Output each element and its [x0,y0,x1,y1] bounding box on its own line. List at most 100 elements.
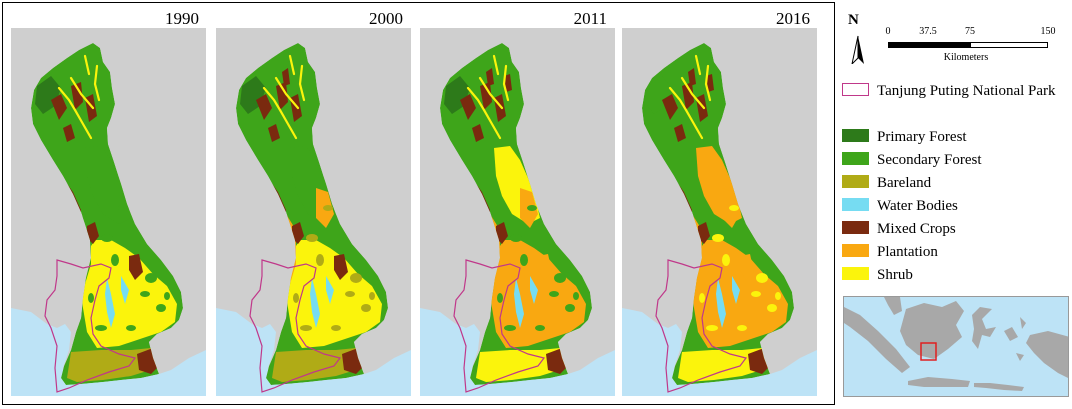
region-lower-2016 [692,240,788,348]
scale-segment-1 [888,42,930,48]
legend-swatch-water-bodies [842,198,869,211]
legend-swatch-secondary-forest [842,152,869,165]
inset-java [908,377,970,387]
north-arrow [844,14,872,66]
map-frame: 1990 2000 2011 2016 [2,2,835,405]
patch-1990-8 [88,293,94,303]
legend-swatch-shrub [842,267,869,280]
legend-item-bareland: Bareland [842,172,931,194]
mixed-crops-nw-2000-3 [268,124,280,142]
region-south-1990 [67,348,157,382]
mixed-crops-nw-2000-4 [282,68,290,86]
inset-sulawesi [972,307,996,349]
legend-label-primary-forest: Primary Forest [877,129,967,145]
inset-malaysia [884,297,902,315]
scale-segment-3 [970,42,1048,48]
legend-swatch-mixed-crops [842,221,869,234]
year-label-1990: 1990 [165,9,199,28]
patch-2011-5 [535,325,545,331]
patch-2011-1 [510,234,522,242]
scale-tick-150: 150 [1040,26,1056,37]
patch-2016-7 [751,291,761,297]
sea-1990 [11,308,206,396]
location-inset-map [843,296,1069,397]
patch-2016-6 [722,254,730,266]
patch-2011-0 [527,205,537,211]
legend-swatch-bareland [842,175,869,188]
water-2000 [310,276,334,328]
patch-1990-0 [118,205,128,211]
patch-2011-6 [520,254,528,266]
map-2000 [216,28,411,396]
scale-bar: 0 37.5 75 150 Kilometers [886,26,1066,76]
patch-2016-2 [756,273,768,283]
mixed-crops-nw-2011-1 [480,82,492,110]
landcover-2000 [236,43,388,385]
patch-1990-2 [145,273,157,283]
legend-item-shrub: Shrub [842,264,913,286]
inset-study-area-box [920,342,937,361]
legend-item-secondary-forest: Secondary Forest [842,149,982,171]
landcover-2016 [642,43,794,385]
patch-2000-0 [323,205,333,211]
map-2011 [420,28,615,396]
map-1990 [11,28,206,396]
mixed-crops-a-2000 [292,222,304,244]
stream-2011 [466,54,510,140]
patch-2011-2 [554,273,566,283]
patch-1990-7 [140,291,150,297]
patch-2000-1 [306,234,318,242]
legend-swatch-plantation [842,244,869,257]
year-label-2011: 2011 [573,9,607,28]
patch-2016-1 [712,234,724,242]
scale-tick-37-5: 37.5 [919,26,937,37]
stream-2016 [668,54,712,140]
patch-2016-4 [706,325,718,331]
mixed-crops-nw-2016-0 [662,94,678,120]
mixed-crops-nw-2000-1 [276,82,288,110]
scale-segment-2 [929,42,971,48]
mixed-crops-nw-2016-3 [674,124,686,142]
legend-swatch-boundary [842,83,869,96]
legend-item-boundary: Tanjung Puting National Park [842,80,1057,102]
water-2011 [514,276,538,328]
patch-1990-4 [95,325,107,331]
patch-2011-8 [497,293,503,303]
patch-1990-6 [111,254,119,266]
national-park-boundary-2000 [249,259,342,393]
stream-2000 [262,54,306,140]
national-park-boundary-2016 [655,259,748,393]
mixed-crops-a-2011 [496,222,508,244]
mixed-crops-nw-2011-0 [460,94,476,120]
patch-2000-3 [361,304,371,312]
sea-2011 [420,308,615,396]
patch-2000-7 [345,291,355,297]
patch-1990-3 [156,304,166,312]
mixed-crops-nw-1990-3 [63,124,75,142]
patch-2016-9 [775,292,781,300]
mixed-crops-a-2016 [698,222,710,244]
mixed-crops-b-2000 [334,254,348,280]
patch-2011-3 [565,304,575,312]
patch-1990-5 [126,325,136,331]
legend-label-bareland: Bareland [877,175,932,191]
inset-borneo [900,301,964,359]
map-panel-2011 [420,28,615,396]
water-2016 [716,276,740,328]
region-south-2016 [678,348,768,382]
stream-1990 [57,54,101,140]
map-sidebar: N 0 37.5 75 150 Kilometers Tanjung Putin… [838,2,1070,405]
map-panel-1990 [11,28,206,396]
mixed-crops-nw-2011-3 [472,124,484,142]
legend-item-water-bodies: Water Bodies [842,195,958,217]
legend-item-plantation: Plantation [842,241,938,263]
patch-1990-9 [164,292,170,300]
legend-label-water-bodies: Water Bodies [877,198,958,214]
patch-2000-8 [293,293,299,303]
mixed-crops-a-1990 [87,222,99,244]
patch-2000-5 [331,325,341,331]
patch-1990-1 [101,234,113,242]
region-upper-1990 [85,146,131,224]
region-south-2000 [272,348,362,382]
scale-unit: Kilometers [943,52,989,63]
